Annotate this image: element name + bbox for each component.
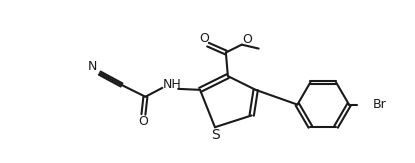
Text: O: O xyxy=(139,115,149,128)
Text: S: S xyxy=(212,128,220,142)
Text: N: N xyxy=(88,60,98,73)
Text: O: O xyxy=(242,33,251,46)
Text: Br: Br xyxy=(373,98,387,111)
Text: NH: NH xyxy=(163,78,182,91)
Text: O: O xyxy=(199,32,209,45)
